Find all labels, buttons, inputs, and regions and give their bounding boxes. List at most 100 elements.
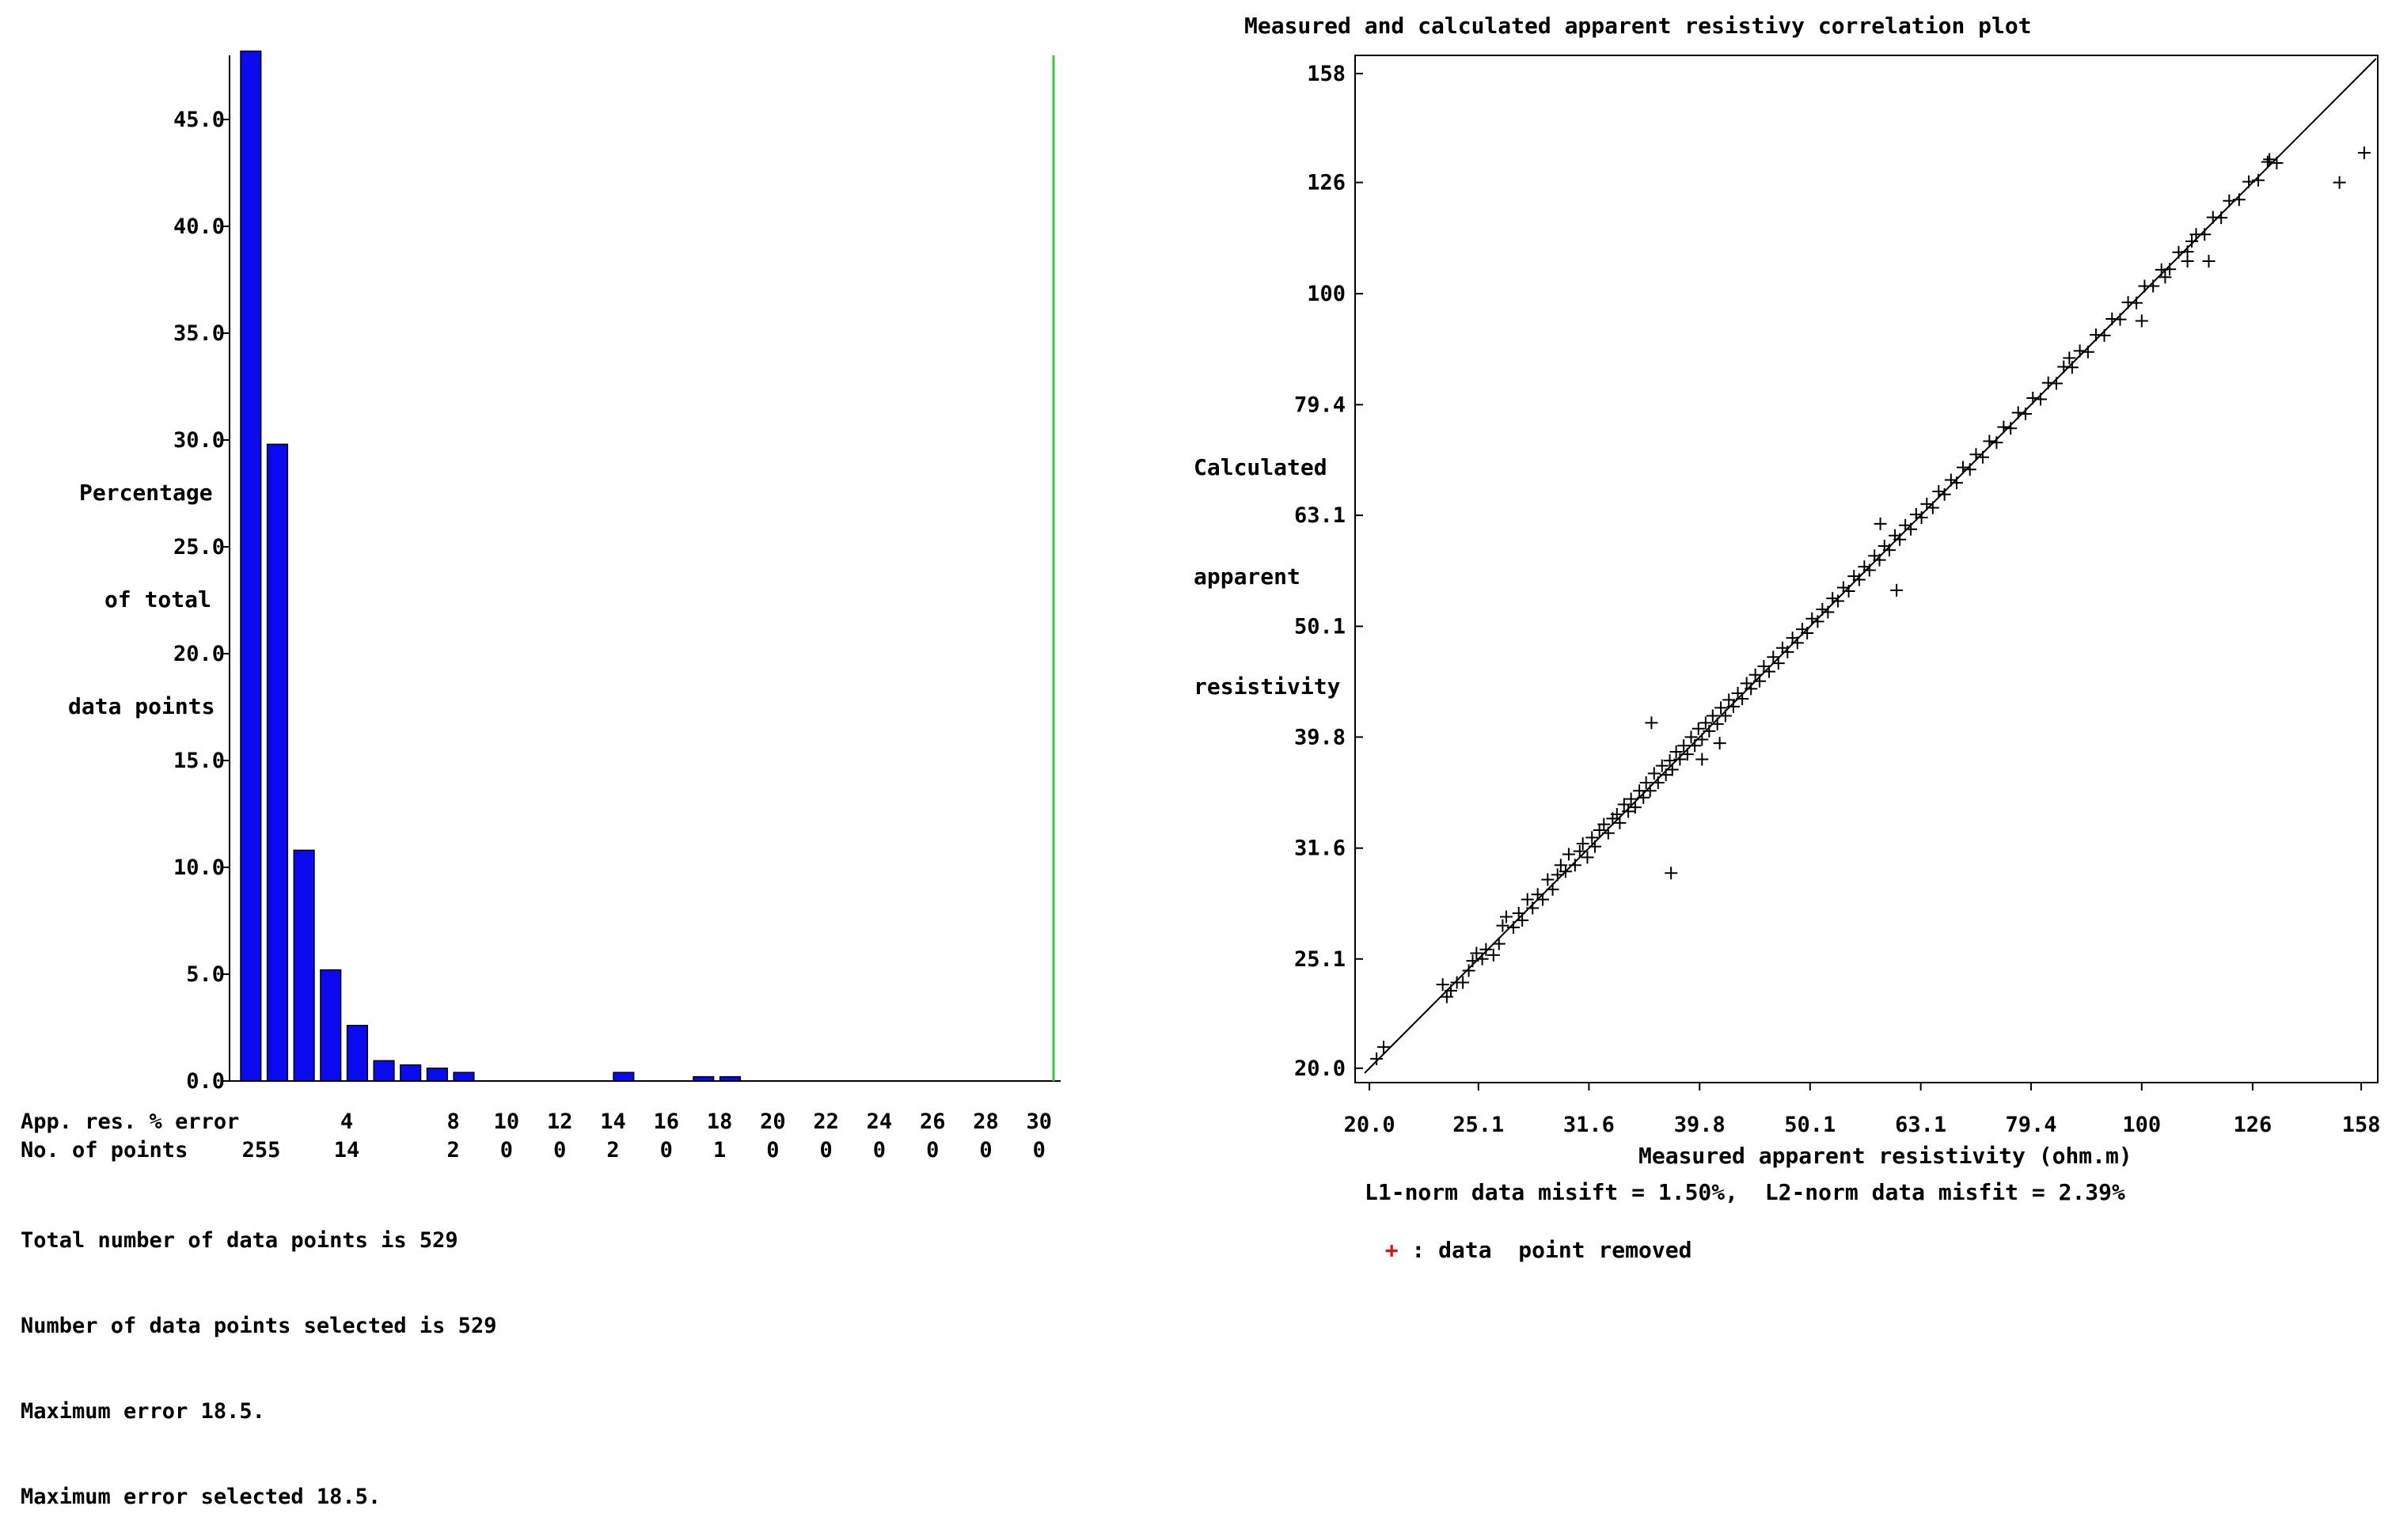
data-point xyxy=(2026,392,2040,405)
data-point xyxy=(2242,175,2256,188)
data-point xyxy=(1573,844,1586,858)
data-point xyxy=(1718,709,1732,723)
data-point xyxy=(1585,831,1599,844)
data-point xyxy=(1624,792,1638,806)
data-point xyxy=(1665,763,1679,776)
data-point xyxy=(1617,798,1631,811)
data-point xyxy=(1873,553,1886,567)
data-point xyxy=(1597,817,1611,831)
error-tick-label: 28 xyxy=(973,1109,999,1134)
histogram-y-tick-label: 10.0 xyxy=(173,855,225,880)
data-point xyxy=(2333,176,2346,189)
point-count-label: 0 xyxy=(660,1138,673,1163)
data-point xyxy=(2098,328,2111,342)
histogram-y-tick-label: 15.0 xyxy=(173,749,225,773)
data-point xyxy=(2135,314,2148,328)
correlation-x-tick-label: 50.1 xyxy=(1784,1113,1836,1137)
info-max-error: Maximum error 18.5. xyxy=(21,1399,265,1424)
correlation-x-tick-label: 100 xyxy=(2122,1113,2161,1137)
data-point xyxy=(2011,406,2025,419)
point-count-label: 0 xyxy=(553,1138,566,1163)
data-point xyxy=(1826,592,1840,605)
data-point xyxy=(1628,801,1642,814)
correlation-title: Measured and calculated apparent resisti… xyxy=(1244,13,2032,39)
data-point xyxy=(1836,581,1850,594)
data-point xyxy=(1665,867,1678,880)
data-point xyxy=(1882,544,1896,557)
data-point xyxy=(2073,344,2086,358)
data-point xyxy=(1714,701,1728,715)
histogram-ylabel-line-3: data points xyxy=(68,693,215,719)
removed-legend-text: : data point removed xyxy=(1398,1237,1692,1263)
error-tick-label: 14 xyxy=(600,1109,626,1134)
data-point xyxy=(2147,279,2160,293)
data-point xyxy=(1516,913,1529,927)
point-count-label: 0 xyxy=(979,1138,992,1163)
data-point xyxy=(1536,893,1550,906)
data-point xyxy=(1526,901,1540,915)
data-point xyxy=(1699,716,1712,730)
data-point xyxy=(1963,463,1976,476)
data-point xyxy=(1554,859,1567,872)
data-point xyxy=(1904,522,1918,536)
data-point xyxy=(1589,840,1602,853)
data-point xyxy=(1767,651,1780,664)
data-point xyxy=(1915,511,1928,525)
histogram-ylabel-line-2: of total xyxy=(104,586,211,613)
data-point xyxy=(1950,476,1963,490)
data-point xyxy=(1997,420,2010,434)
data-point xyxy=(1643,784,1657,798)
histogram-bar xyxy=(346,1025,368,1082)
data-point xyxy=(1462,964,1475,977)
info-max-error-selected: Maximum error selected 18.5. xyxy=(21,1485,382,1509)
data-point xyxy=(1909,508,1923,522)
data-point xyxy=(2263,153,2276,166)
error-tick-label: 4 xyxy=(340,1109,353,1134)
correlation-y-tick-label: 63.1 xyxy=(1294,503,1346,528)
histogram-y-tick-label: 5.0 xyxy=(186,962,225,987)
histogram-y-tick-label: 0.0 xyxy=(186,1069,225,1094)
data-point xyxy=(2198,228,2212,241)
correlation-x-tick-label: 39.8 xyxy=(1674,1113,1726,1137)
data-point xyxy=(2202,254,2215,267)
histogram-ylabel-line-1: Percentage xyxy=(79,480,213,506)
data-point xyxy=(2215,211,2228,225)
correlation-x-tick-label: 126 xyxy=(2234,1113,2272,1137)
data-point xyxy=(2130,296,2143,309)
data-point xyxy=(1562,848,1575,861)
data-point xyxy=(1771,657,1785,670)
error-tick-label: 24 xyxy=(867,1109,893,1134)
data-point xyxy=(2181,254,2194,267)
error-tick-label: 22 xyxy=(813,1109,839,1134)
data-point xyxy=(1466,954,1479,968)
data-point xyxy=(2252,173,2265,187)
data-point xyxy=(1893,533,1907,546)
data-point xyxy=(1677,739,1691,753)
data-point xyxy=(1781,645,1794,658)
data-point xyxy=(2081,345,2094,358)
data-point xyxy=(1805,612,1819,625)
histogram-bar xyxy=(240,50,262,1082)
correlation-y-tick-label: 79.4 xyxy=(1294,393,1346,417)
data-point xyxy=(1622,805,1635,818)
data-point xyxy=(1862,563,1876,577)
data-point xyxy=(1486,948,1500,962)
data-point xyxy=(1938,487,1951,501)
data-point xyxy=(1496,919,1509,932)
data-point xyxy=(1680,748,1694,761)
data-point xyxy=(2158,271,2172,284)
data-point xyxy=(1445,984,1457,997)
data-point xyxy=(2049,377,2063,390)
data-point xyxy=(2232,193,2246,207)
histogram-bar xyxy=(266,443,289,1082)
point-count-label: 1 xyxy=(713,1138,726,1163)
point-count-label: 0 xyxy=(766,1138,779,1163)
data-point xyxy=(1531,888,1544,901)
removed-legend: + : data point removed xyxy=(1358,1211,1692,1263)
data-point xyxy=(1969,448,1983,461)
data-point xyxy=(1790,636,1804,650)
removed-marker-icon: + xyxy=(1384,1237,1399,1263)
data-point xyxy=(2063,351,2076,365)
histogram-y-tick-label: 45.0 xyxy=(173,108,225,132)
data-point xyxy=(2034,393,2048,406)
